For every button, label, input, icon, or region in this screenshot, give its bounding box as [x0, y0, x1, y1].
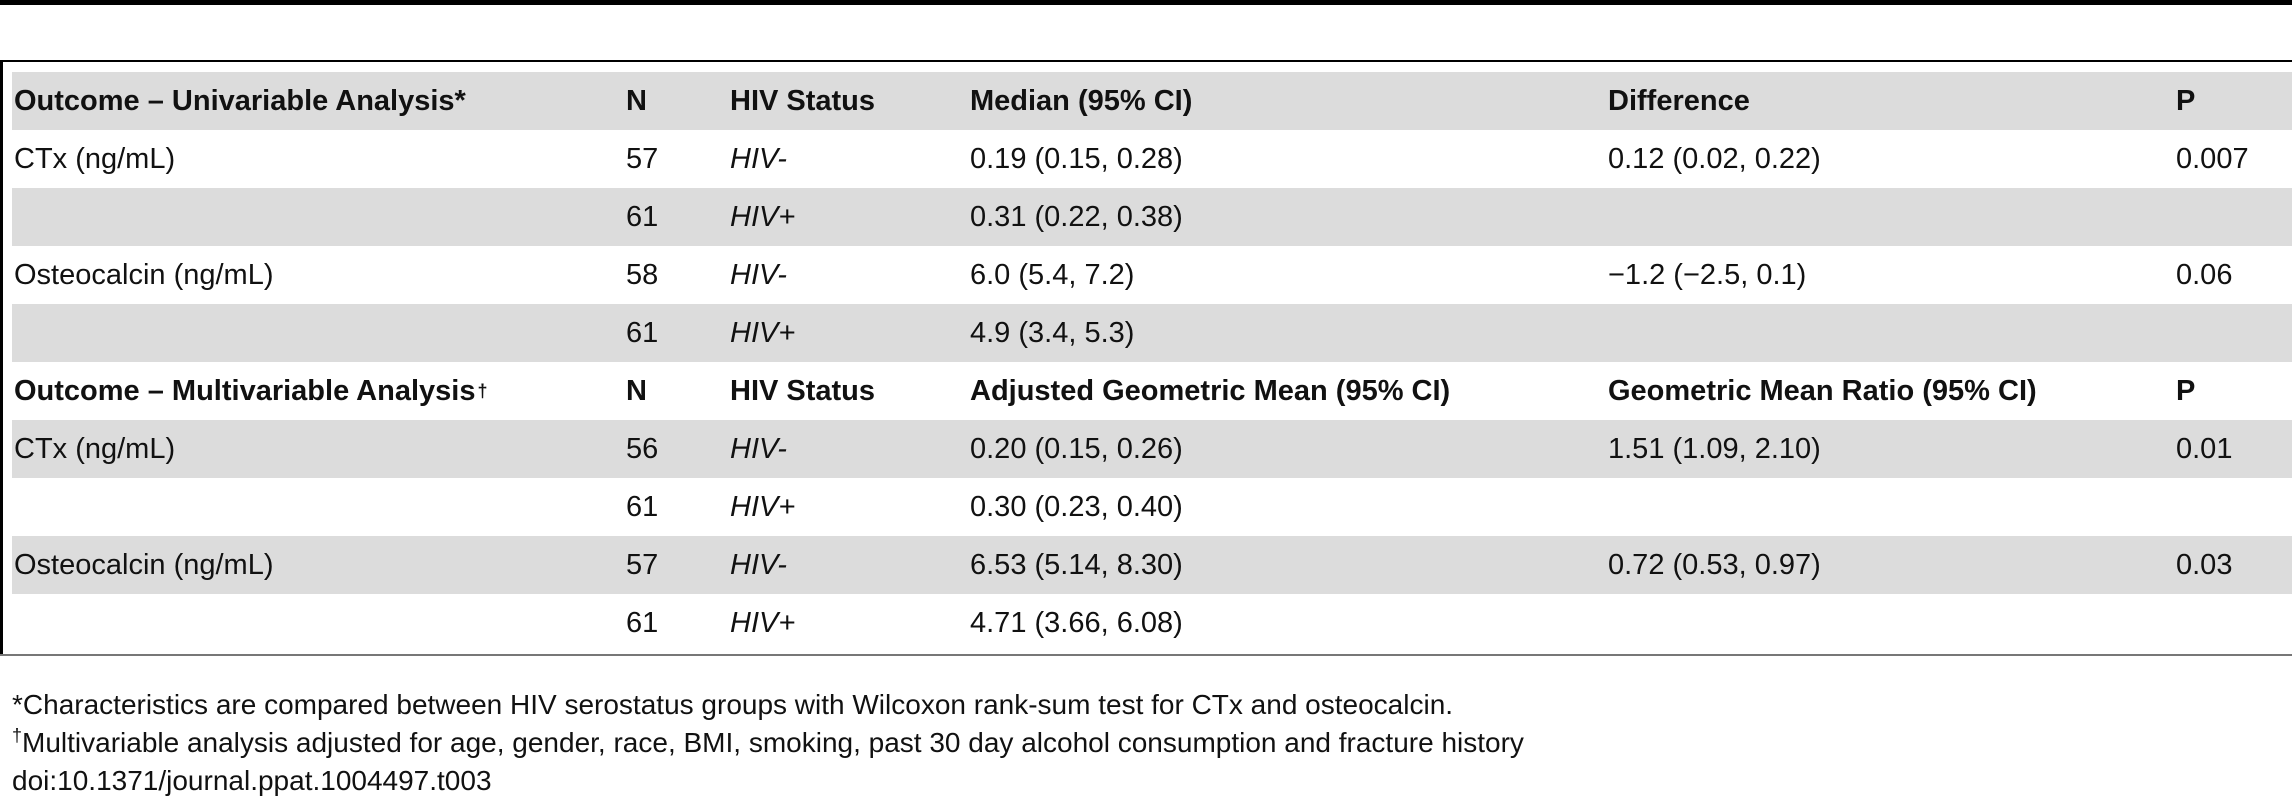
table-row: CTx (ng/mL) 56 HIV- 0.20 (0.15, 0.26) 1.…: [12, 420, 2292, 478]
header-outcome: Outcome – Multivariable Analysis †: [14, 374, 488, 407]
left-border: [0, 62, 3, 654]
multivariable-header-row: Outcome – Multivariable Analysis † N HIV …: [12, 362, 2292, 420]
adjusted-mean-cell: 0.30 (0.23, 0.40): [970, 490, 1183, 523]
adjusted-mean-cell: 4.71 (3.66, 6.08): [970, 606, 1183, 639]
median-cell: 0.31 (0.22, 0.38): [970, 200, 1183, 233]
table-row: 61 HIV+ 4.9 (3.4, 5.3): [12, 304, 2292, 362]
footnote-multivariable: †Multivariable analysis adjusted for age…: [12, 725, 1524, 758]
table-row: 61 HIV+ 0.30 (0.23, 0.40): [12, 478, 2292, 536]
outcome-cell: Osteocalcin (ng/mL): [14, 258, 274, 291]
header-median: Median (95% CI): [970, 84, 1193, 117]
p-cell: 0.06: [2176, 258, 2233, 291]
header-hiv-status: HIV Status: [730, 84, 876, 117]
header-adjusted-mean: Adjusted Geometric Mean (95% CI): [970, 374, 1451, 407]
outcome-cell: CTx (ng/mL): [14, 432, 176, 465]
table-bottom-rule: [0, 654, 2292, 656]
header-outcome: Outcome – Univariable Analysis*: [14, 84, 466, 117]
header-p: P: [2176, 84, 2196, 117]
n-cell: 57: [626, 548, 659, 581]
table-row: 61 HIV+ 0.31 (0.22, 0.38): [12, 188, 2292, 246]
hiv-status-cell: HIV+: [730, 490, 796, 523]
footnote-univariable: *Characteristics are compared between HI…: [12, 689, 1454, 720]
dagger-marker: †: [12, 725, 23, 746]
hiv-status-cell: HIV+: [730, 200, 796, 233]
table-top-rule: [0, 0, 2292, 5]
p-cell: 0.007: [2176, 142, 2249, 175]
univariable-header-row: Outcome – Univariable Analysis* N HIV St…: [12, 72, 2292, 130]
median-cell: 4.9 (3.4, 5.3): [970, 316, 1135, 349]
n-cell: 57: [626, 142, 659, 175]
difference-cell: 0.12 (0.02, 0.22): [1608, 142, 1821, 175]
header-n: N: [626, 374, 647, 407]
table-footnotes: *Characteristics are compared between HI…: [12, 686, 2282, 800]
table-row: 61 HIV+ 4.71 (3.66, 6.08): [12, 594, 2292, 652]
median-cell: 0.19 (0.15, 0.28): [970, 142, 1183, 175]
table-row: CTx (ng/mL) 57 HIV- 0.19 (0.15, 0.28) 0.…: [12, 130, 2292, 188]
doi-link[interactable]: doi:10.1371/journal.ppat.1004497.t003: [12, 765, 492, 796]
header-p: P: [2176, 374, 2196, 407]
table-row: Osteocalcin (ng/mL) 57 HIV- 6.53 (5.14, …: [12, 536, 2292, 594]
hiv-status-cell: HIV-: [730, 432, 787, 465]
hiv-status-cell: HIV+: [730, 316, 796, 349]
n-cell: 61: [626, 200, 659, 233]
hiv-status-cell: HIV+: [730, 606, 796, 639]
median-cell: 6.0 (5.4, 7.2): [970, 258, 1135, 291]
header-hiv-status: HIV Status: [730, 374, 876, 407]
outcome-cell: Osteocalcin (ng/mL): [14, 548, 274, 581]
n-cell: 61: [626, 316, 659, 349]
p-cell: 0.01: [2176, 432, 2233, 465]
n-cell: 58: [626, 258, 659, 291]
n-cell: 61: [626, 490, 659, 523]
table-row: Osteocalcin (ng/mL) 58 HIV- 6.0 (5.4, 7.…: [12, 246, 2292, 304]
header-mean-ratio: Geometric Mean Ratio (95% CI): [1608, 374, 2037, 407]
mean-ratio-cell: 1.51 (1.09, 2.10): [1608, 432, 1821, 465]
n-cell: 61: [626, 606, 659, 639]
hiv-status-cell: HIV-: [730, 258, 787, 291]
header-n: N: [626, 84, 647, 117]
hiv-status-cell: HIV-: [730, 548, 787, 581]
difference-cell: −1.2 (−2.5, 0.1): [1608, 258, 1807, 291]
adjusted-mean-cell: 0.20 (0.15, 0.26): [970, 432, 1183, 465]
mean-ratio-cell: 0.72 (0.53, 0.97): [1608, 548, 1821, 581]
p-cell: 0.03: [2176, 548, 2233, 581]
hiv-status-cell: HIV-: [730, 142, 787, 175]
outcome-cell: CTx (ng/mL): [14, 142, 176, 175]
adjusted-mean-cell: 6.53 (5.14, 8.30): [970, 548, 1183, 581]
header-rule: [0, 60, 2292, 62]
header-difference: Difference: [1608, 84, 1750, 117]
n-cell: 56: [626, 432, 659, 465]
